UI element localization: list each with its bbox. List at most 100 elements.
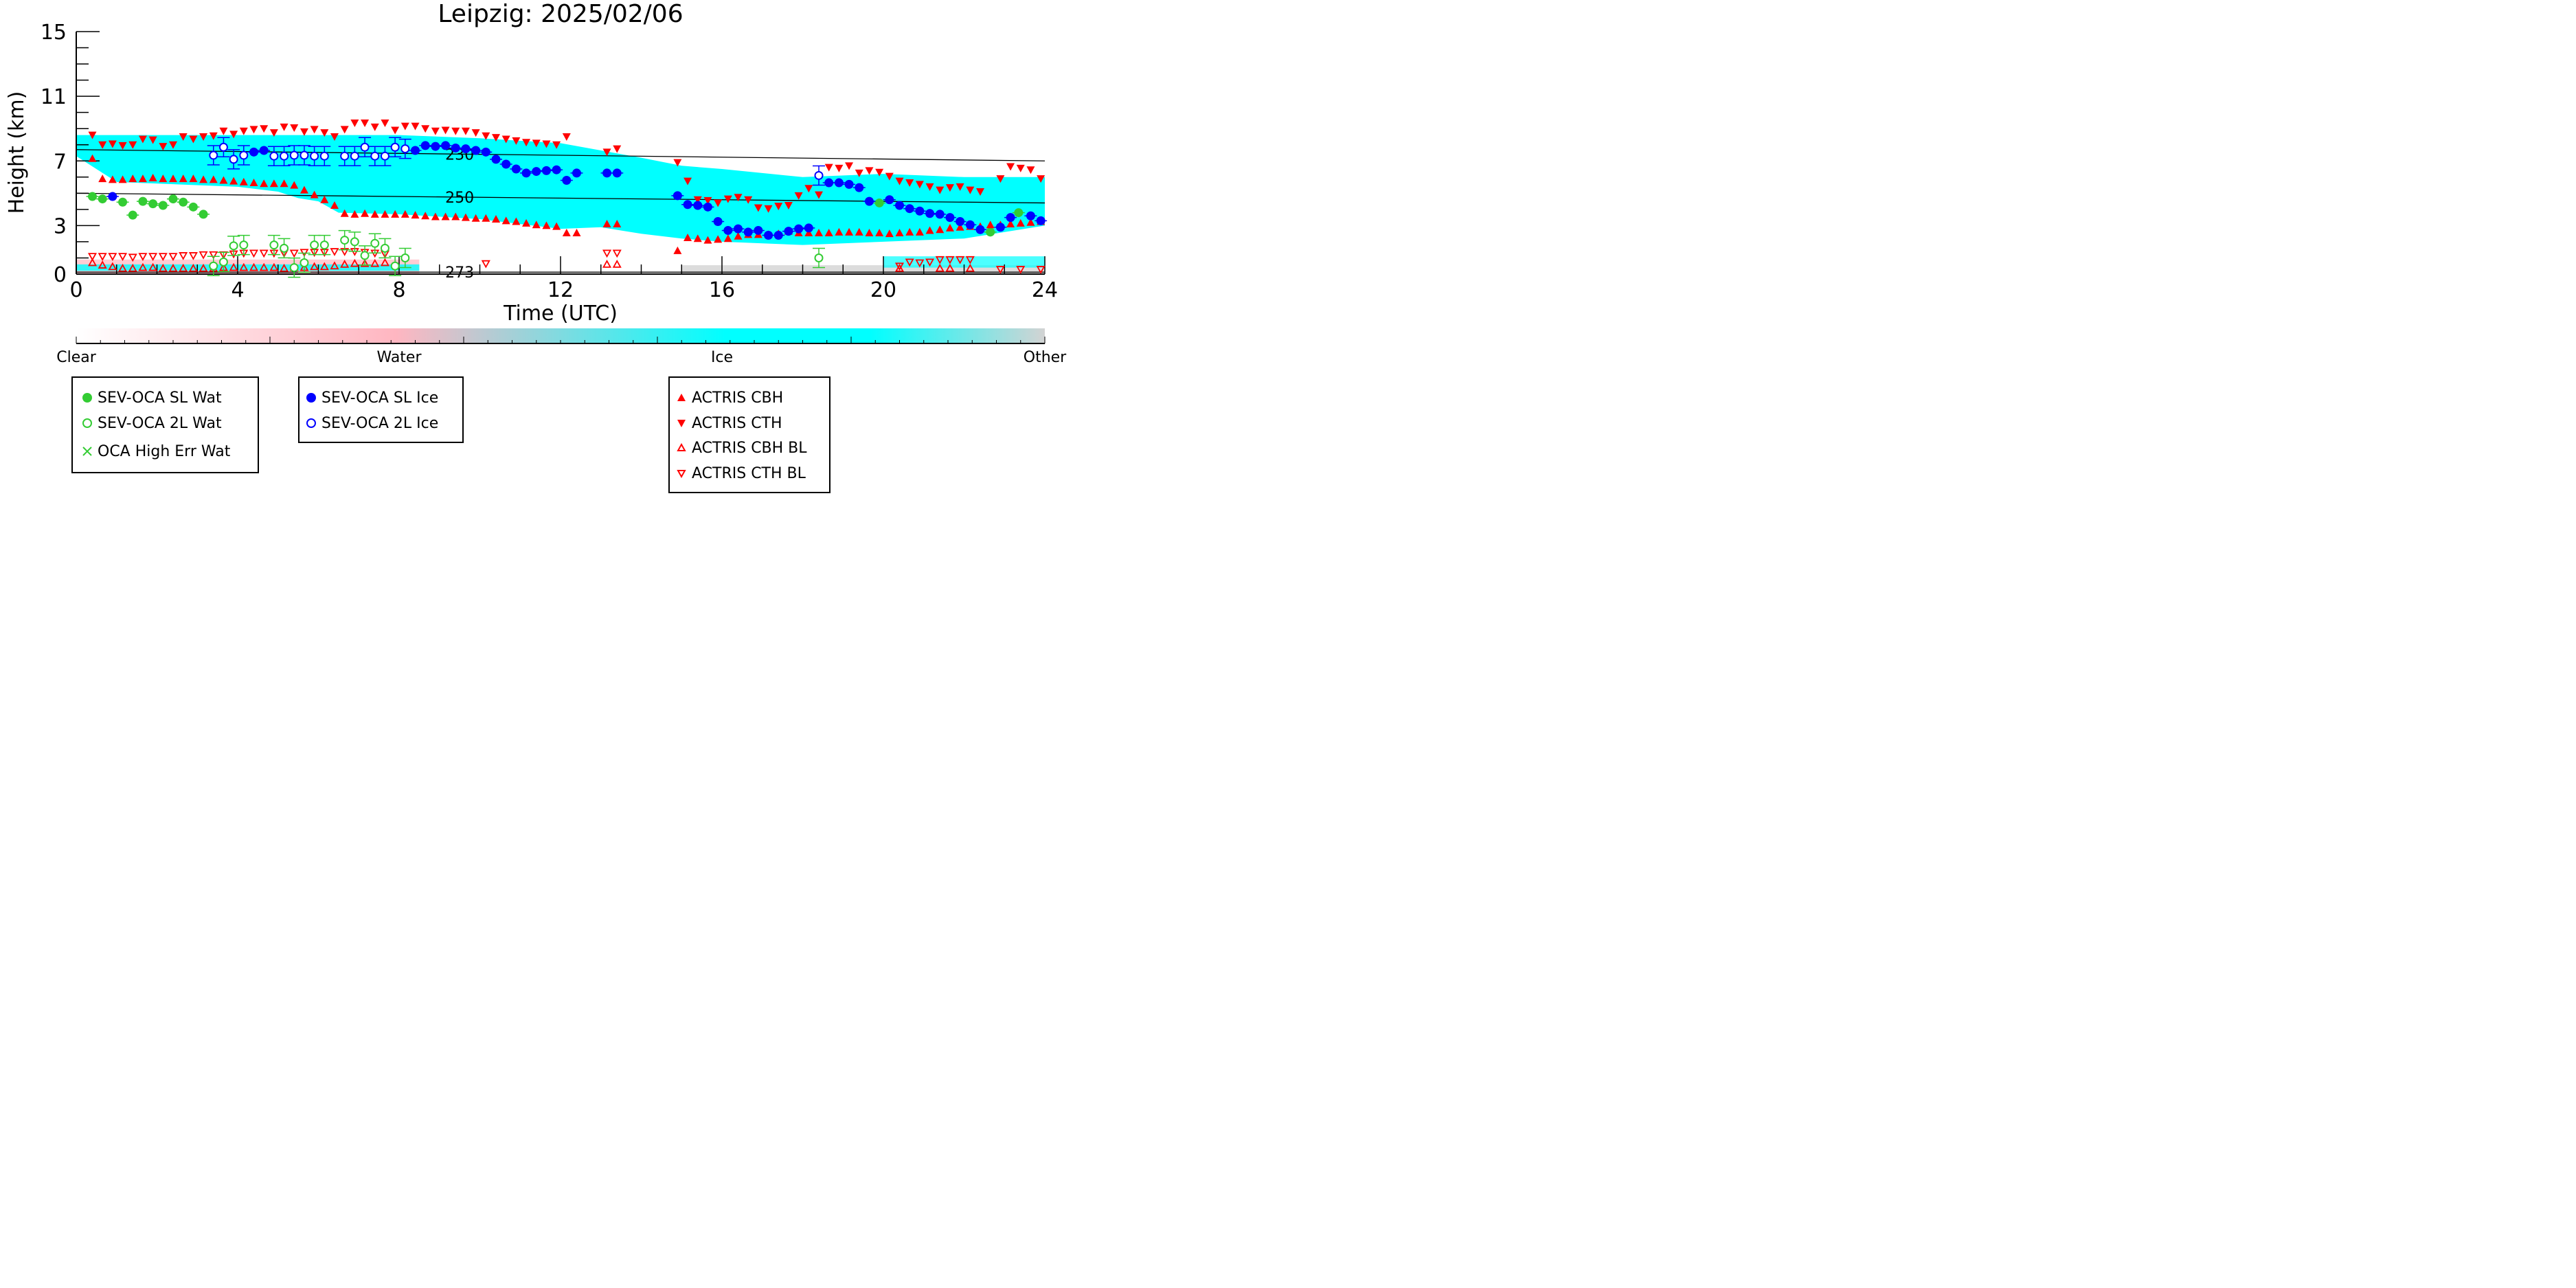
sev-oca-sl-ice-point [1036, 216, 1046, 225]
actris-cth-point [1016, 164, 1025, 172]
actris-cth-point [370, 123, 379, 131]
actris-cth-bl-point [138, 253, 148, 261]
sev-oca-sl-ice-point [956, 217, 965, 227]
actris-cbh-point [381, 210, 389, 218]
sev-oca-2l-ice-point [390, 142, 400, 152]
actris-cth-bl-point [915, 259, 925, 268]
x-tick-label: 4 [231, 278, 244, 302]
actris-cbh-bl-point [259, 262, 269, 271]
filled-circle-icon [77, 387, 98, 408]
sev-oca-sl-ice-point [824, 178, 834, 188]
x-tick-label: 24 [1032, 278, 1058, 302]
actris-cbh-point [118, 175, 127, 183]
sev-oca-sl-ice-point [713, 217, 723, 227]
actris-cth-point [249, 126, 258, 134]
actris-cbh-point [421, 212, 430, 220]
actris-cth-point [804, 185, 813, 193]
actris-cth-point [199, 133, 208, 141]
actris-cth-point [512, 137, 521, 145]
actris-cbh-point [320, 195, 329, 203]
actris-cbh-bl-point [239, 262, 249, 271]
actris-cbh-bl-point [894, 263, 905, 272]
sev-oca-2l-ice-point [280, 151, 289, 161]
sev-oca-2l-wat-point [370, 238, 380, 248]
actris-cth-point [431, 127, 440, 135]
actris-cbh-point [613, 220, 622, 228]
actris-cth-point [482, 132, 490, 140]
sev-oca-sl-ice-point [511, 164, 521, 174]
actris-cbh-bl-point [602, 260, 612, 268]
actris-cbh-point [128, 174, 137, 183]
actris-cbh-point [370, 210, 379, 218]
actris-cbh-point [451, 212, 460, 221]
y-tick-label: 15 [41, 21, 67, 45]
sev-oca-2l-wat-point [390, 261, 400, 271]
actris-cbh-point [572, 228, 581, 236]
sev-oca-sl-ice-point [693, 201, 703, 210]
actris-cth-point [855, 169, 863, 177]
sev-oca-sl-ice-point [754, 225, 763, 235]
actris-cth-point [290, 124, 299, 133]
actris-cth-bl-point [945, 256, 955, 264]
legend-label: ACTRIS CBH [692, 389, 784, 407]
actris-cbh-point [461, 213, 470, 221]
actris-cbh-point [400, 210, 409, 218]
x-tick-label: 16 [709, 278, 735, 302]
actris-cbh-point [845, 227, 854, 236]
actris-cth-point [693, 196, 702, 204]
legend-label: SEV-OCA SL Ice [321, 389, 439, 407]
sev-oca-2l-wat-point [319, 240, 329, 250]
actris-cbh-point [734, 231, 743, 240]
sev-oca-2l-ice-point [310, 151, 319, 161]
actris-cbh-bl-point [138, 262, 148, 271]
actris-cth-point [219, 127, 228, 135]
actris-cbh-bl-point [935, 263, 945, 272]
actris-cth-bl-point [995, 266, 1005, 274]
actris-cbh-bl-point [249, 262, 259, 271]
actris-cbh-point [169, 174, 177, 183]
sev-oca-sl-ice-point [864, 196, 874, 206]
legend-label: OCA High Err Wat [98, 442, 231, 460]
actris-cth-point [209, 132, 218, 140]
actris-cbh-point [431, 212, 440, 221]
actris-cbh-point [532, 221, 541, 229]
actris-cth-point [189, 135, 198, 144]
actris-cth-point [159, 143, 168, 151]
actris-cth-point [936, 186, 945, 194]
sev-oca-sl-ice-point [562, 176, 572, 185]
actris-cbh-bl-point [269, 262, 279, 271]
actris-cth-point [1026, 166, 1035, 174]
actris-cth-point [361, 119, 370, 127]
sev-oca-sl-ice-point [431, 142, 440, 151]
sev-oca-sl-ice-point [703, 202, 712, 212]
actris-cth-point [1037, 175, 1046, 183]
y-tick-label: 7 [54, 150, 67, 174]
actris-cth-point [330, 133, 339, 141]
actris-cbh-point [249, 179, 258, 187]
sev-oca-2l-wat-point [218, 257, 228, 267]
actris-cbh-point [956, 223, 964, 231]
sev-oca-sl-ice-point [441, 141, 451, 150]
sev-oca-sl-ice-point [108, 192, 117, 201]
actris-cth-point [128, 141, 137, 149]
actris-cth-bl-point [330, 248, 339, 256]
actris-cbh-point [562, 228, 571, 236]
actris-cth-bl-point [188, 252, 198, 260]
cross-icon [77, 441, 98, 462]
actris-cbh-bl-point [380, 258, 389, 267]
actris-cbh-point [895, 228, 904, 236]
actris-cbh-point [148, 173, 157, 181]
actris-cbh-point [804, 228, 813, 236]
actris-cbh-point [260, 179, 269, 188]
actris-cth-point [542, 140, 551, 148]
sev-oca-sl-ice-point [572, 168, 581, 178]
legend-label: ACTRIS CBH BL [692, 439, 807, 457]
actris-cbh-point [945, 223, 954, 231]
sev-oca-sl-ice-point [532, 167, 541, 177]
actris-cbh-point [441, 212, 450, 221]
actris-cbh-point [875, 228, 884, 236]
plot-axes: 0 3 7 11 15 0 4 8 12 16 20 24 [41, 21, 1058, 302]
sev-oca-sl-ice-point [521, 168, 531, 178]
actris-cth-point [774, 203, 783, 211]
legend-item-actris-cbh-bl: ACTRIS CBH BL [671, 438, 807, 458]
